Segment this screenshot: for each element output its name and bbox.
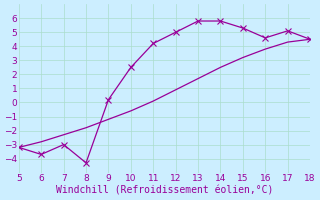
X-axis label: Windchill (Refroidissement éolien,°C): Windchill (Refroidissement éolien,°C) [56, 186, 273, 196]
